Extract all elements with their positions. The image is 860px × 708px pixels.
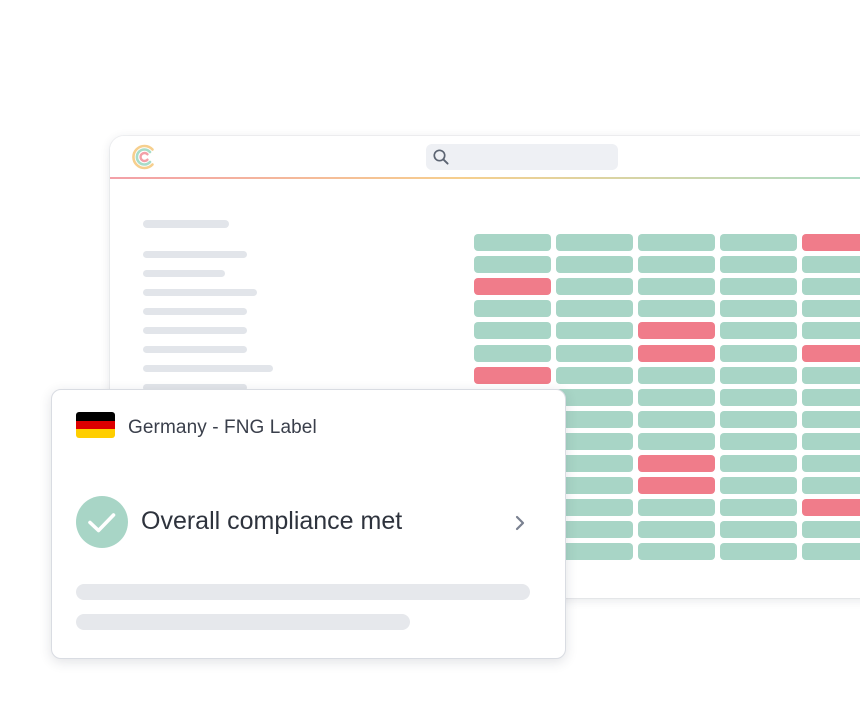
search-icon xyxy=(433,149,449,165)
matrix-cell-fail[interactable] xyxy=(638,344,715,362)
matrix-cell-pass[interactable] xyxy=(556,322,633,340)
matrix-cell-pass[interactable] xyxy=(556,521,633,539)
skeleton-heading xyxy=(143,220,229,228)
flag-stripe-black xyxy=(76,412,115,421)
top-bar xyxy=(110,136,860,177)
skeleton-line xyxy=(143,327,247,334)
placeholder-bar xyxy=(76,584,530,600)
matrix-cell-pass[interactable] xyxy=(556,366,633,384)
matrix-cell-pass[interactable] xyxy=(556,499,633,517)
matrix-cell-pass[interactable] xyxy=(720,455,797,472)
matrix-cell-pass[interactable] xyxy=(638,300,715,318)
matrix-cell-pass[interactable] xyxy=(802,410,860,428)
matrix-cell-fail[interactable] xyxy=(474,366,551,384)
matrix-cell-pass[interactable] xyxy=(638,366,715,384)
matrix-cell-pass[interactable] xyxy=(802,543,860,561)
matrix-cell-pass[interactable] xyxy=(802,477,860,495)
matrix-cell-pass[interactable] xyxy=(802,432,860,450)
matrix-cell-pass[interactable] xyxy=(638,499,715,517)
check-icon xyxy=(76,496,128,548)
skeleton-line xyxy=(143,251,247,258)
matrix-cell-pass[interactable] xyxy=(720,432,797,450)
brand-c-logo-icon[interactable] xyxy=(130,143,158,171)
matrix-cell-fail[interactable] xyxy=(802,344,860,362)
matrix-cell-pass[interactable] xyxy=(474,256,551,274)
matrix-cell-pass[interactable] xyxy=(802,521,860,539)
matrix-cell-pass[interactable] xyxy=(802,322,860,340)
skeleton-line xyxy=(143,384,247,391)
matrix-cell-pass[interactable] xyxy=(638,234,715,251)
matrix-cell-fail[interactable] xyxy=(474,278,551,296)
matrix-cell-pass[interactable] xyxy=(720,521,797,539)
matrix-cell-pass[interactable] xyxy=(720,278,797,296)
chevron-right-icon[interactable] xyxy=(512,513,528,533)
matrix-cell-pass[interactable] xyxy=(720,543,797,561)
matrix-cell-pass[interactable] xyxy=(474,322,551,340)
skeleton-line xyxy=(143,365,273,372)
matrix-cell-pass[interactable] xyxy=(720,477,797,495)
germany-flag-icon xyxy=(76,412,115,438)
matrix-cell-pass[interactable] xyxy=(802,388,860,406)
matrix-cell-pass[interactable] xyxy=(720,366,797,384)
matrix-cell-pass[interactable] xyxy=(720,256,797,274)
matrix-cell-pass[interactable] xyxy=(556,256,633,274)
flag-stripe-red xyxy=(76,420,115,430)
matrix-cell-fail[interactable] xyxy=(638,455,715,472)
matrix-cell-pass[interactable] xyxy=(556,300,633,318)
skeleton-line xyxy=(143,308,247,315)
matrix-cell-pass[interactable] xyxy=(802,455,860,472)
card-title: Germany - FNG Label xyxy=(128,417,317,438)
matrix-cell-pass[interactable] xyxy=(720,300,797,318)
accent-divider xyxy=(110,177,860,179)
skeleton-line xyxy=(143,346,247,353)
matrix-cell-pass[interactable] xyxy=(556,388,633,406)
matrix-cell-pass[interactable] xyxy=(638,388,715,406)
matrix-cell-pass[interactable] xyxy=(802,256,860,274)
matrix-cell-pass[interactable] xyxy=(720,344,797,362)
matrix-cell-pass[interactable] xyxy=(556,278,633,296)
matrix-cell-pass[interactable] xyxy=(720,388,797,406)
matrix-cell-pass[interactable] xyxy=(556,344,633,362)
search-input[interactable] xyxy=(426,144,618,170)
matrix-cell-pass[interactable] xyxy=(556,455,633,472)
matrix-cell-pass[interactable] xyxy=(474,234,551,251)
matrix-cell-pass[interactable] xyxy=(720,234,797,251)
matrix-cell-fail[interactable] xyxy=(802,499,860,517)
matrix-cell-pass[interactable] xyxy=(802,366,860,384)
matrix-cell-pass[interactable] xyxy=(474,300,551,318)
flag-stripe-gold xyxy=(76,429,115,438)
country-compliance-card[interactable]: Germany - FNG Label Overall compliance m… xyxy=(51,389,566,659)
skeleton-line xyxy=(143,289,257,296)
matrix-cell-pass[interactable] xyxy=(556,543,633,561)
placeholder-bar xyxy=(76,614,410,630)
skeleton-line xyxy=(143,270,225,277)
matrix-cell-pass[interactable] xyxy=(720,322,797,340)
matrix-cell-pass[interactable] xyxy=(638,543,715,561)
matrix-cell-pass[interactable] xyxy=(638,410,715,428)
matrix-cell-pass[interactable] xyxy=(474,344,551,362)
matrix-cell-pass[interactable] xyxy=(556,234,633,251)
matrix-cell-pass[interactable] xyxy=(720,410,797,428)
matrix-cell-pass[interactable] xyxy=(638,521,715,539)
compliance-status-text[interactable]: Overall compliance met xyxy=(141,507,403,535)
matrix-cell-pass[interactable] xyxy=(802,300,860,318)
matrix-cell-pass[interactable] xyxy=(638,432,715,450)
matrix-cell-pass[interactable] xyxy=(638,278,715,296)
matrix-cell-fail[interactable] xyxy=(638,477,715,495)
matrix-cell-pass[interactable] xyxy=(802,278,860,296)
matrix-cell-pass[interactable] xyxy=(720,499,797,517)
matrix-cell-fail[interactable] xyxy=(638,322,715,340)
matrix-cell-pass[interactable] xyxy=(556,432,633,450)
matrix-cell-pass[interactable] xyxy=(638,256,715,274)
matrix-cell-fail[interactable] xyxy=(802,234,860,251)
matrix-cell-pass[interactable] xyxy=(556,410,633,428)
matrix-cell-pass[interactable] xyxy=(556,477,633,495)
